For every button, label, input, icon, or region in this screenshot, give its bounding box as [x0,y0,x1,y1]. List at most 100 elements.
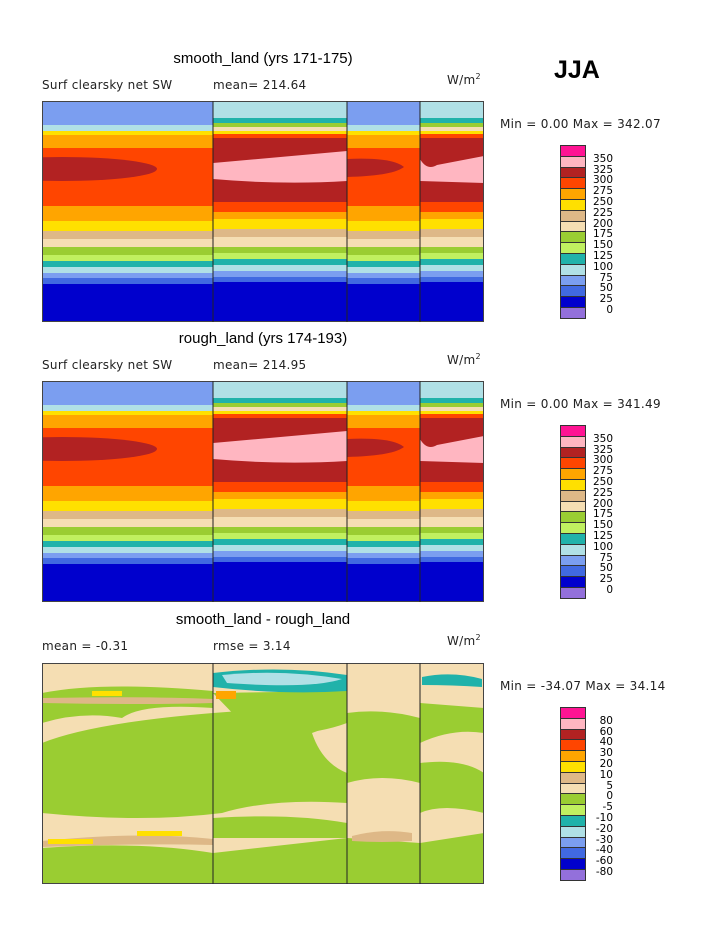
contour-region [42,703,347,818]
colorbar-tick-label: 100 [592,540,613,553]
colorbar-tick-label: 225 [592,486,613,499]
colorbar-tick-label: 10 [599,768,613,781]
colorbar-tick-label: 125 [592,530,613,542]
contour-region [420,156,484,183]
contour-band [213,219,347,230]
min-max-label: Min = 0.00 Max = 341.49 [500,397,661,411]
colorbar-box [560,587,586,599]
contour-band [420,127,484,132]
colorbar-tick-label: -30 [595,833,613,846]
colorbar-tick-label: 30 [599,747,613,760]
contour-band [213,229,347,238]
contour-band [347,486,420,502]
contour-band [42,231,213,240]
contour-band [213,101,347,119]
contour-band [347,135,420,149]
colorbar-tick-label: 125 [592,250,613,262]
contour-band [213,403,347,408]
colorbar-tick-label: 0 [606,584,613,596]
units-text: W/m [447,353,476,367]
contour-band [213,127,347,132]
center-label: mean= 214.64 [213,78,307,92]
contour-band [420,539,484,546]
contour-band [42,405,213,412]
min-max-label: Min = 0.00 Max = 342.07 [500,117,661,131]
contour-band [420,509,484,518]
contour-band [42,273,213,279]
units-exponent: 2 [475,72,481,81]
contour-band [213,407,347,412]
contour-band [420,237,484,248]
contour-band [42,486,213,502]
contour-band [420,229,484,238]
contour-band [420,381,484,399]
contour-band [42,125,213,132]
contour-band [347,428,420,487]
contour-band [213,118,347,124]
contour-band [213,381,347,399]
contour-band [420,499,484,510]
contour-band [420,277,484,283]
colorbar-tick-label: 50 [599,562,613,575]
contour-region [216,691,236,699]
contour-band [347,278,420,285]
colorbar-tick-label: 175 [592,508,613,521]
contour-region [92,691,122,696]
contour-band [420,271,484,278]
contour-region [42,437,157,461]
contour-band [213,265,347,272]
contour-band [347,231,420,240]
contour-band [213,539,347,546]
contour-band [347,405,420,412]
contour-band [42,415,213,429]
contour-band [213,557,347,563]
contour-band [347,501,420,512]
left-label: mean = -0.31 [42,639,129,653]
contour-band [213,411,347,415]
contour-band [213,271,347,278]
contour-band [42,558,213,565]
contour-band [42,284,213,322]
colorbar-tick-label: -80 [595,866,613,878]
contour-band [213,247,347,254]
contour-band [420,517,484,528]
contour-band [420,398,484,404]
contour-band [213,499,347,510]
units-label: W/m2 [447,72,481,87]
contour-band [420,527,484,534]
contour-band [42,547,213,554]
contour-band [420,557,484,563]
colorbar-tick-label: -40 [595,844,613,857]
units-exponent: 2 [475,633,481,642]
contour-band [420,282,484,322]
contour-region [48,839,93,844]
contour-band [213,282,347,322]
contour-band [420,253,484,260]
contour-band [420,482,484,493]
contour-band [420,247,484,254]
contour-band [347,415,420,429]
contour-band [420,492,484,500]
colorbar-tick-label: 20 [599,758,613,770]
colorbar-tick-label: 150 [592,239,613,252]
colorbar-tick-label: 350 [592,432,613,445]
contour-band [420,403,484,408]
colorbar-tick-label: 75 [599,271,613,284]
contour-band [42,519,213,528]
contour-region [42,157,157,181]
colorbar-tick-label: 60 [599,725,613,738]
contour-band [42,261,213,268]
contour-band [420,212,484,220]
colorbar-tick-label: 225 [592,206,613,219]
contour-band [347,547,420,554]
contour-band [213,551,347,558]
colorbar-box [560,307,586,319]
contour-band [42,131,213,136]
contour-band [347,239,420,248]
colorbar-tick-label: 80 [599,714,613,727]
contour-band [42,527,213,536]
contour-region [42,697,213,704]
center-label: rmse = 3.14 [213,639,291,653]
contour-band [42,247,213,256]
